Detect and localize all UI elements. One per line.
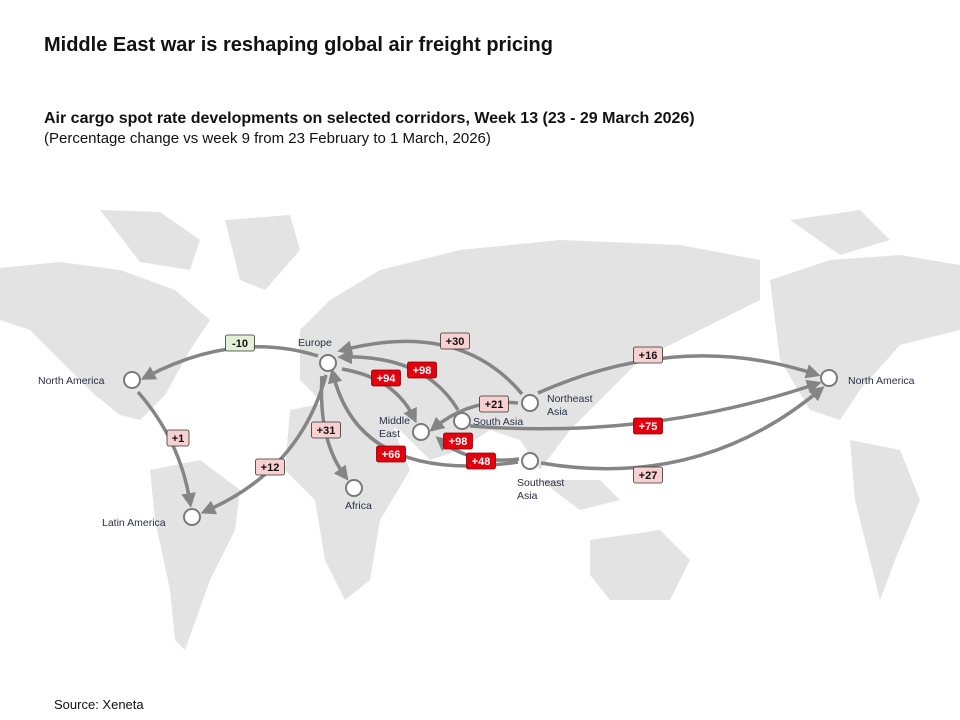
label-southeast-asia-2: Asia: [517, 490, 538, 502]
badge-value: +48: [472, 456, 491, 468]
badge-box: [311, 421, 341, 439]
label-europe: Europe: [298, 337, 332, 349]
node-south-asia: [453, 412, 471, 430]
badge-value: +21: [485, 399, 504, 411]
chart-subtitle: Air cargo spot rate developments on sele…: [44, 110, 695, 127]
badge-box: [376, 445, 406, 463]
land-masses: [0, 210, 960, 650]
node-middle-east: [412, 423, 430, 441]
badge-value: +75: [639, 421, 658, 433]
badge-box: [633, 346, 663, 364]
page-title: Middle East war is reshaping global air …: [44, 34, 553, 56]
node-north-america-west: [123, 371, 141, 389]
change-badge: +31: [311, 421, 341, 439]
badge-value: +16: [639, 350, 658, 362]
change-badge: +94: [371, 369, 401, 387]
label-north-america-east: North America: [848, 375, 915, 387]
badge-box: [166, 429, 190, 447]
badge-value: +98: [413, 365, 432, 377]
change-badge: +98: [443, 432, 473, 450]
route-southeast-asia-north-america: [540, 386, 825, 471]
label-north-america-west: North America: [38, 375, 105, 387]
badge-box: [440, 332, 470, 350]
label-northeast-asia-1: Northeast: [547, 393, 593, 405]
change-badge: +21: [479, 395, 509, 413]
node-europe: [319, 354, 337, 372]
badge-box: [225, 334, 255, 352]
label-northeast-asia-2: Asia: [547, 406, 568, 418]
badge-value: +12: [261, 462, 280, 474]
change-badge: +66: [376, 445, 406, 463]
change-badge: +1: [166, 429, 190, 447]
change-badge: +48: [466, 452, 496, 470]
node-north-america-east: [820, 369, 838, 387]
change-badge: +75: [633, 417, 663, 435]
badge-value: -10: [232, 338, 248, 350]
label-south-asia: South Asia: [473, 416, 523, 428]
badge-box: [407, 361, 437, 379]
badge-box: [255, 458, 285, 476]
region-nodes: [123, 354, 838, 526]
badge-value: +30: [446, 336, 465, 348]
badge-value: +1: [172, 433, 185, 445]
badge-box: [443, 432, 473, 450]
change-badge: -10: [225, 334, 255, 352]
change-badge: +27: [633, 466, 663, 484]
change-badge: +98: [407, 361, 437, 379]
badge-box: [633, 466, 663, 484]
region-labels: Europe North America Latin America Afric…: [38, 337, 915, 529]
node-northeast-asia: [521, 394, 539, 412]
label-latin-america: Latin America: [102, 517, 166, 529]
badge-value: +98: [449, 436, 468, 448]
label-southeast-asia-1: Southeast: [517, 477, 564, 489]
badge-value: +94: [377, 373, 397, 385]
route-northeast-asia-north-america: [537, 354, 821, 395]
label-middle-east-1: Middle: [379, 415, 410, 427]
badge-value: +31: [317, 425, 336, 437]
badge-value: +66: [382, 449, 401, 461]
badge-box: [633, 417, 663, 435]
badge-box: [479, 395, 509, 413]
badge-box: [371, 369, 401, 387]
change-badge: +16: [633, 346, 663, 364]
source-note: Source: Xeneta: [54, 697, 144, 712]
node-southeast-asia: [521, 452, 539, 470]
node-latin-america: [183, 508, 201, 526]
node-africa: [345, 479, 363, 497]
chart-note: (Percentage change vs week 9 from 23 Feb…: [44, 130, 491, 147]
badge-value: +27: [639, 470, 658, 482]
label-middle-east-2: East: [379, 428, 400, 440]
change-badges: -10 +1 +12 +31 +94 +98 +30 +66 +21 +98 +48 +16 +75 +2…: [166, 332, 663, 484]
change-badge: +30: [440, 332, 470, 350]
badge-box: [466, 452, 496, 470]
change-badge: +12: [255, 458, 285, 476]
route-europe-latin-america: [200, 374, 328, 515]
label-africa: Africa: [345, 500, 372, 512]
